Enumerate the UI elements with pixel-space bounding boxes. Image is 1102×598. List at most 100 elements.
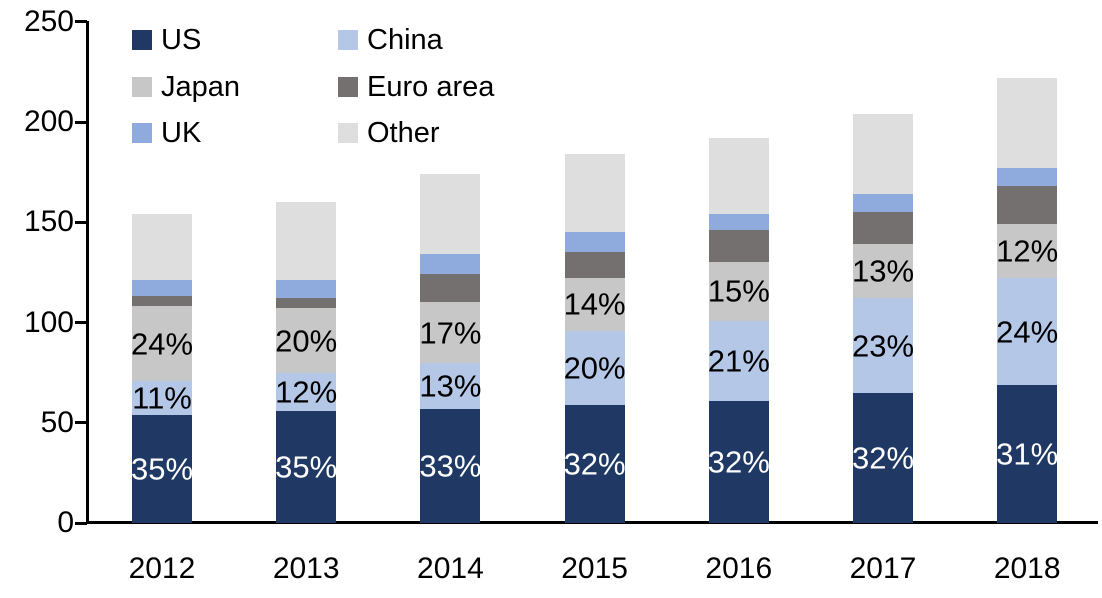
- bar-segment-euro-area: [420, 274, 481, 303]
- y-axis-label: 200: [23, 105, 74, 138]
- legend-item-japan: Japan: [132, 71, 240, 103]
- legend-swatch: [132, 30, 152, 50]
- bar-2017: 32% 23% 13%: [851, 114, 915, 523]
- segment-label: 20%: [563, 350, 626, 386]
- bar-segment-china: 23%: [851, 298, 915, 393]
- segment-label: 31%: [996, 436, 1059, 472]
- bar-segment-other: [564, 154, 625, 233]
- bar-segment-uk: [564, 232, 625, 253]
- bar-segment-euro-area: [276, 298, 337, 309]
- legend-label: Japan: [161, 71, 241, 103]
- bar-segment-euro-area: [997, 186, 1058, 225]
- segment-label: 17%: [419, 315, 482, 351]
- y-axis-tick: [75, 421, 87, 425]
- bar-segment-us: 32%: [707, 400, 770, 523]
- bar-2015: 32% 20% 14%: [563, 154, 626, 523]
- x-axis-label: 2014: [417, 552, 484, 585]
- legend-swatch: [338, 123, 358, 143]
- bar-2012: 35% 11% 24%: [130, 214, 194, 523]
- segment-label: 24%: [130, 326, 194, 362]
- y-axis-tick: [75, 321, 87, 324]
- y-axis-tick: [75, 521, 87, 525]
- bar-segment-japan: 20%: [275, 308, 338, 373]
- bar-segment-us: 32%: [563, 404, 626, 523]
- bar-2013: 35% 12% 20%: [275, 202, 338, 523]
- legend-item-other: Other: [338, 117, 440, 149]
- bar-segment-us: 31%: [996, 384, 1059, 523]
- x-axis-label: 2018: [993, 552, 1061, 585]
- segment-label: 13%: [851, 253, 915, 289]
- segment-label: 32%: [851, 440, 915, 476]
- legend-swatch: [132, 77, 152, 97]
- bar-segment-uk: [276, 280, 337, 299]
- bar-segment-euro-area: [853, 212, 913, 245]
- bar-segment-uk: [132, 280, 192, 297]
- x-axis-label: 2017: [849, 552, 917, 585]
- legend-item-china: China: [338, 24, 443, 56]
- x-axis-label: 2013: [272, 552, 340, 585]
- bar-segment-japan: 12%: [996, 224, 1059, 279]
- bar-segment-other: [276, 202, 337, 281]
- bar-segment-china: 20%: [563, 330, 626, 405]
- bar-2014: 33% 13% 17%: [419, 174, 482, 523]
- bar-segment-uk: [420, 254, 481, 275]
- bar-segment-japan: 14%: [563, 278, 626, 331]
- segment-label: 33%: [419, 448, 482, 484]
- bar-2018: 31% 24% 12%: [996, 77, 1059, 523]
- segment-label: 21%: [707, 343, 770, 379]
- segment-label: 23%: [851, 328, 915, 364]
- bar-segment-china: 11%: [132, 380, 192, 415]
- segment-label: 32%: [707, 444, 770, 480]
- bar-segment-japan: 17%: [419, 302, 482, 363]
- segment-label: 13%: [419, 368, 482, 404]
- y-axis-tick: [75, 220, 87, 224]
- segment-label: 24%: [996, 314, 1059, 350]
- x-axis-label: 2015: [561, 552, 628, 585]
- bar-segment-china: 13%: [419, 362, 482, 409]
- segment-label: 35%: [275, 449, 338, 485]
- bar-segment-euro-area: [708, 230, 769, 263]
- bar-segment-us: 35%: [130, 414, 194, 523]
- segment-label: 12%: [275, 374, 338, 410]
- bar-segment-china: 12%: [275, 372, 338, 411]
- legend-label: Other: [367, 117, 440, 149]
- segment-label: 12%: [996, 233, 1059, 269]
- legend-item-euro-area: Euro area: [338, 71, 494, 103]
- segment-label: 20%: [275, 323, 338, 359]
- bar-segment-us: 35%: [275, 410, 338, 523]
- y-axis-label: 0: [57, 506, 74, 539]
- bar-segment-other: [708, 138, 769, 215]
- segment-label: 32%: [563, 446, 626, 482]
- y-axis-tick: [75, 20, 87, 24]
- y-axis-label: 250: [23, 4, 74, 38]
- bar-segment-japan: 13%: [851, 244, 915, 299]
- segment-label: 14%: [563, 286, 626, 322]
- bar-segment-china: 24%: [996, 278, 1059, 385]
- x-axis-label: 2012: [128, 552, 196, 585]
- segment-label: 15%: [707, 273, 770, 309]
- segment-label: 35%: [130, 451, 194, 487]
- legend-label: Euro area: [367, 71, 495, 103]
- bar-segment-china: 21%: [707, 320, 770, 401]
- bar-segment-other: [997, 77, 1058, 169]
- bar-segment-uk: [997, 168, 1058, 187]
- legend-swatch: [338, 30, 358, 50]
- legend-item-uk: UK: [132, 117, 201, 149]
- y-axis-line: [86, 20, 89, 524]
- bar-segment-euro-area: [564, 252, 625, 279]
- bar-segment-other: [853, 114, 913, 195]
- bar-segment-euro-area: [132, 296, 192, 307]
- bar-segment-japan: 24%: [130, 306, 194, 381]
- bar-segment-japan: 15%: [707, 262, 770, 321]
- bar-segment-other: [132, 214, 192, 281]
- bar-segment-us: 32%: [851, 392, 915, 523]
- legend-item-us: US: [132, 24, 201, 56]
- legend-label: China: [367, 24, 443, 56]
- y-axis-label: 150: [23, 205, 74, 239]
- y-axis-tick: [75, 120, 87, 124]
- y-axis-label: 100: [23, 305, 74, 339]
- bar-segment-other: [420, 174, 481, 255]
- legend-label: UK: [161, 117, 202, 149]
- bar-segment-us: 33%: [419, 408, 482, 523]
